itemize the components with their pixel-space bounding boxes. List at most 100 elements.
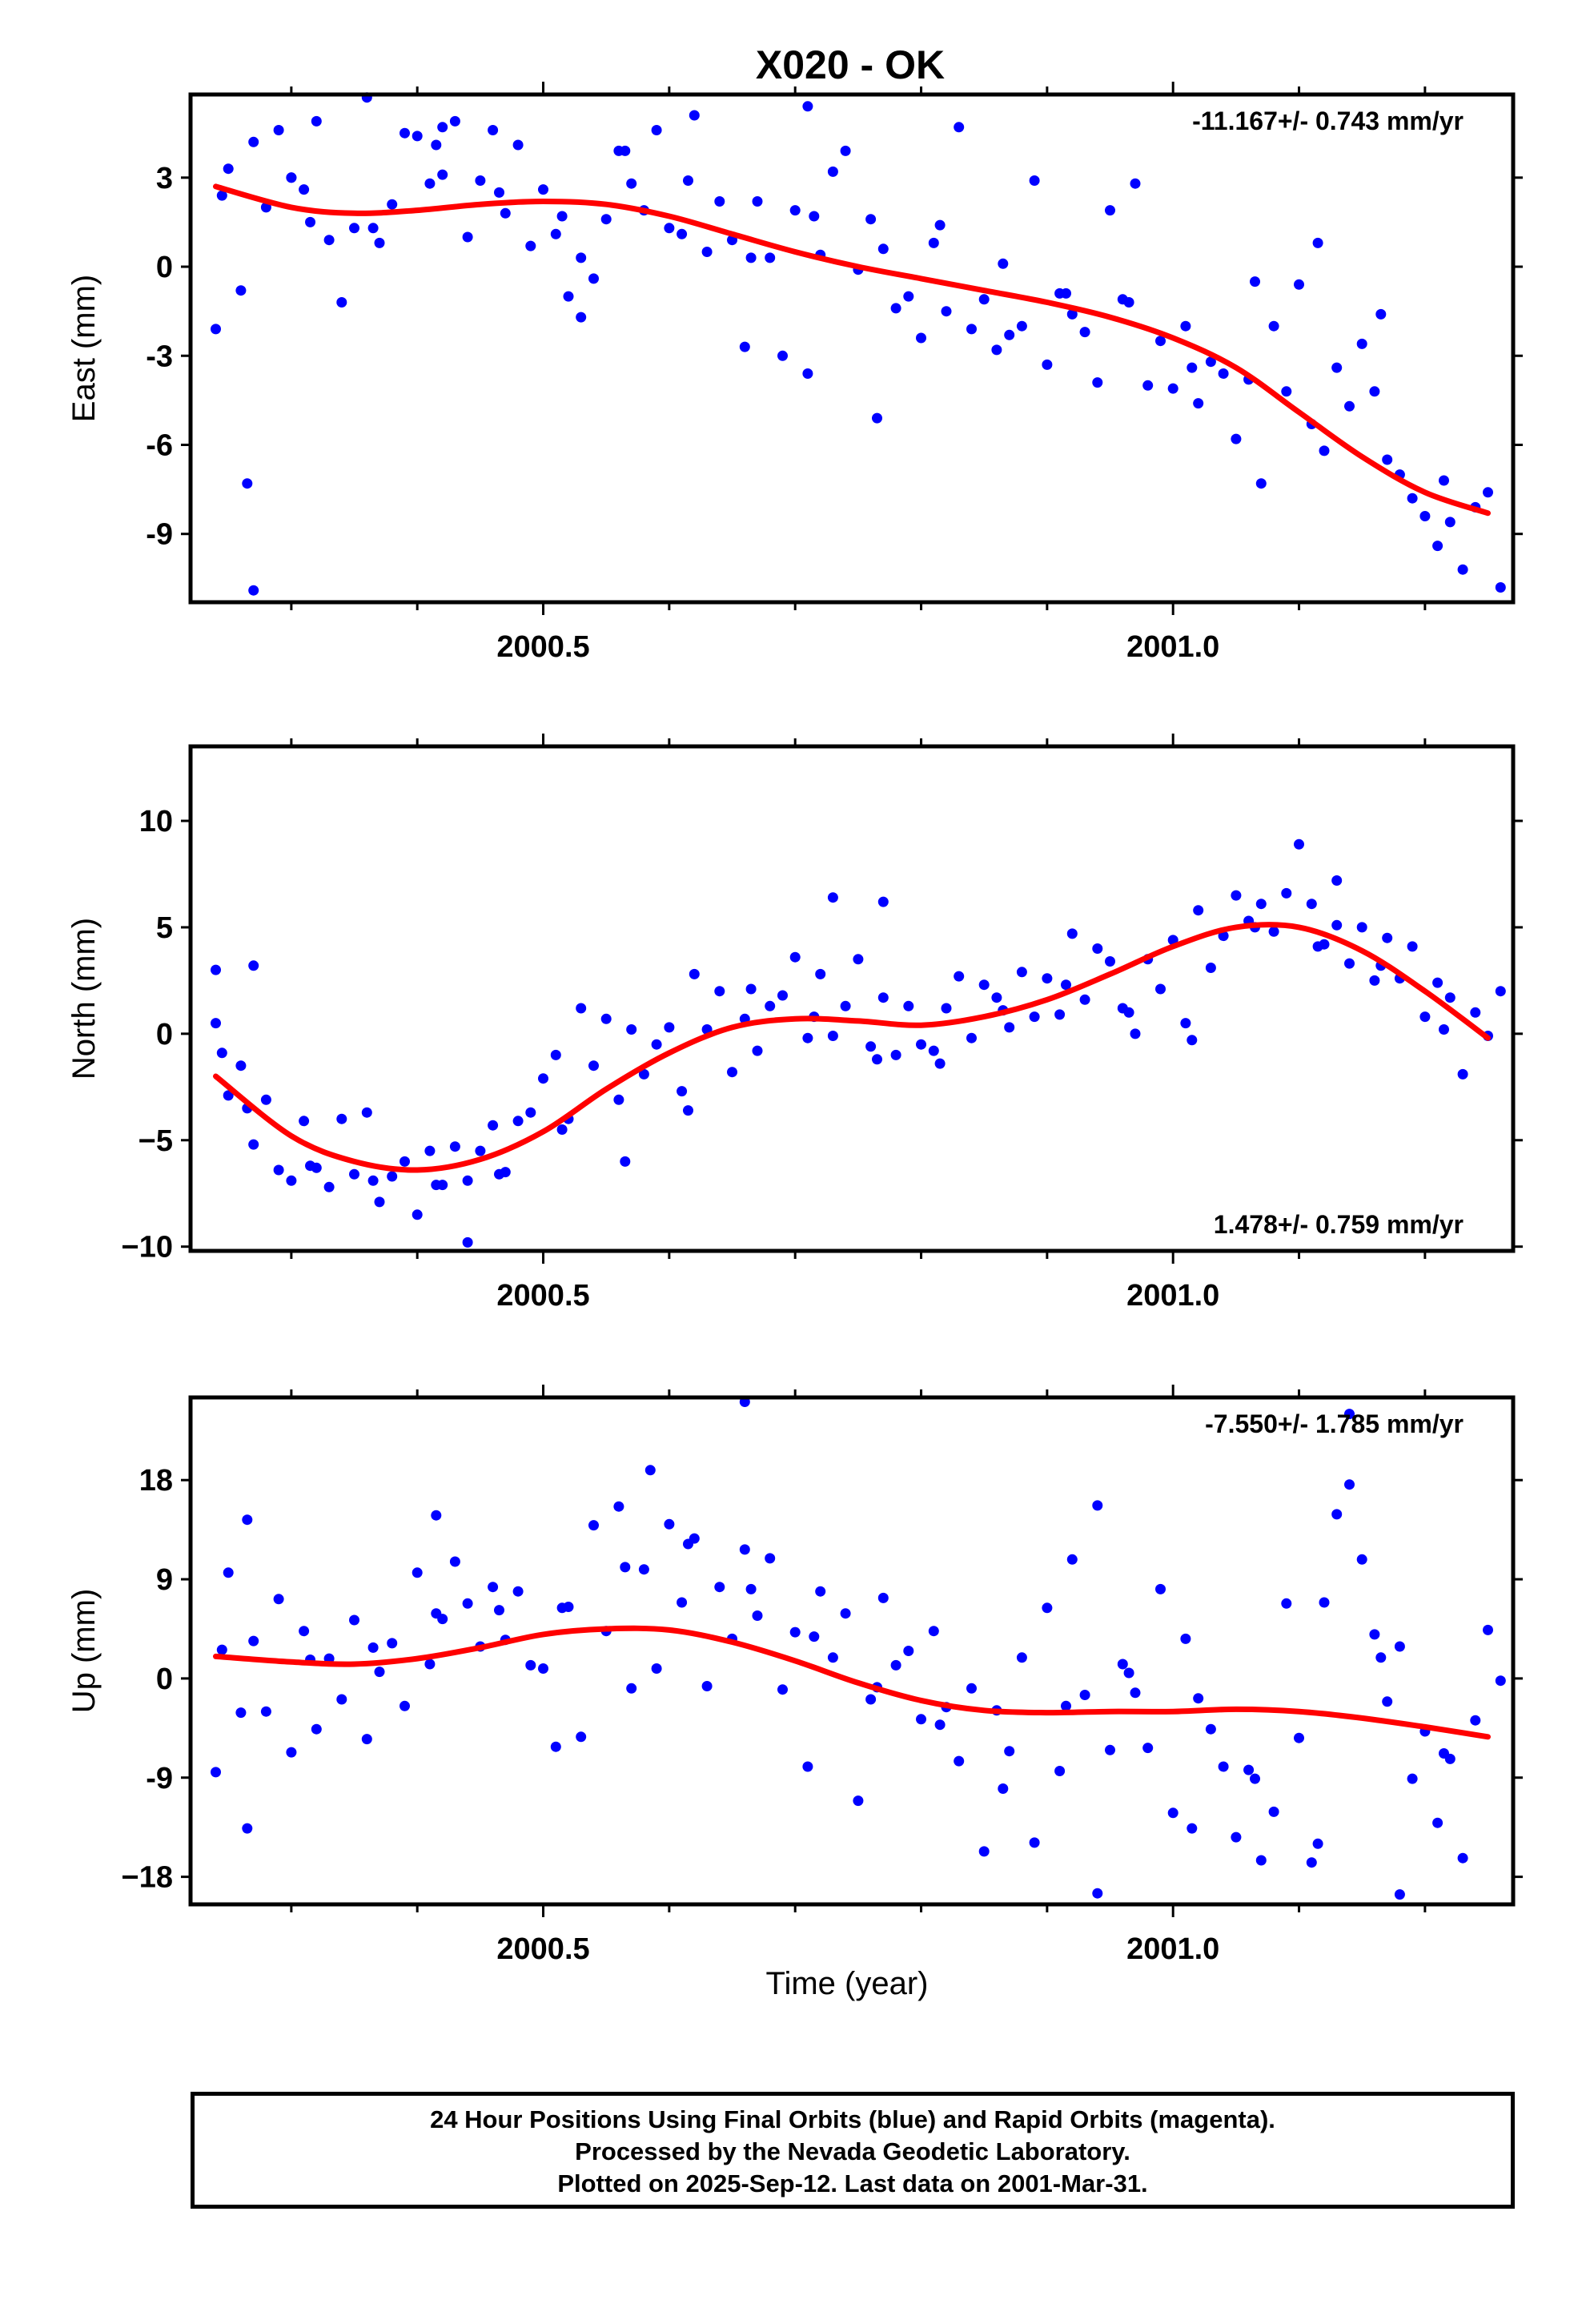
north-data-point	[683, 1105, 693, 1116]
north-data-point	[1231, 890, 1242, 901]
east-data-point	[563, 291, 574, 302]
up-data-point	[683, 1538, 693, 1550]
north-data-point	[877, 992, 889, 1003]
north-data-point	[538, 1073, 548, 1084]
east-data-point	[367, 223, 379, 234]
east-data-point	[576, 312, 587, 323]
north-data-point	[556, 1124, 568, 1135]
east-y-tick-label: -6	[146, 428, 173, 462]
north-data-point	[367, 1175, 379, 1186]
north-y-tick-label: 0	[156, 1018, 173, 1051]
north-data-point	[1356, 922, 1367, 933]
north-data-point	[802, 1032, 813, 1043]
north-data-point	[1186, 1035, 1198, 1046]
up-y-tick-label: −18	[122, 1861, 173, 1895]
north-data-point	[1369, 975, 1380, 986]
east-data-point	[1255, 478, 1267, 489]
north-data-point	[651, 1039, 662, 1050]
east-data-point	[576, 252, 587, 263]
up-y-axis-label: Up (mm)	[66, 1589, 102, 1714]
up-data-point	[701, 1681, 713, 1691]
east-data-point	[556, 211, 568, 222]
east-data-point	[903, 291, 914, 302]
up-data-point	[978, 1846, 990, 1857]
north-data-point	[374, 1196, 385, 1208]
north-data-point	[550, 1049, 561, 1060]
north-data-point	[1130, 1028, 1141, 1039]
up-data-point	[1061, 1700, 1071, 1711]
east-plot-frame	[188, 92, 1516, 605]
up-data-point	[1344, 1479, 1355, 1490]
east-data-point	[1407, 493, 1418, 504]
north-data-point	[600, 1013, 612, 1024]
up-data-point	[815, 1586, 826, 1597]
north-data-point	[588, 1060, 599, 1072]
north-data-point	[361, 1107, 372, 1118]
east-data-point	[1193, 398, 1204, 409]
north-data-point	[1255, 899, 1267, 910]
up-data-point	[1375, 1652, 1387, 1663]
east-y-tick-label: -3	[146, 340, 173, 373]
north-data-point	[260, 1094, 271, 1105]
up-data-point	[242, 1823, 253, 1834]
north-data-point	[512, 1116, 524, 1127]
east-panel: 3 0 -3 -6 -9 2000.5 2001.0 East (mm) -11.167+/- …	[66, 82, 1523, 664]
east-data-point	[701, 247, 713, 257]
east-data-point	[1483, 487, 1493, 498]
up-data-point	[588, 1520, 599, 1531]
north-data-point	[1180, 1018, 1191, 1029]
footer-line-1: 24 Hour Positions Using Final Orbits (bl…	[430, 2105, 1275, 2133]
north-data-point	[235, 1060, 247, 1072]
up-data-point	[412, 1567, 423, 1578]
north-panel: 10 5 0 −5 −10 2000.5 2001.0 North (mm) 1.478+/- …	[66, 734, 1523, 1313]
north-data-point	[248, 1139, 259, 1150]
up-data-point	[840, 1608, 851, 1619]
north-data-point	[840, 1000, 851, 1011]
up-data-point	[765, 1553, 776, 1564]
north-data-point	[1123, 1007, 1134, 1018]
north-data-point	[877, 896, 889, 907]
east-data-point	[1457, 564, 1468, 575]
up-panel: 18 9 0 -9 −18 2000.5 2001.0 Up (mm) -7.550+/- 1.…	[66, 1385, 1523, 1966]
north-points	[211, 838, 1506, 1248]
north-data-point	[853, 954, 864, 965]
up-data-point	[1268, 1806, 1279, 1817]
up-data-point	[525, 1659, 536, 1671]
east-fit-curve	[213, 183, 1491, 517]
up-data-point	[1193, 1693, 1204, 1704]
east-data-point	[1369, 386, 1380, 397]
up-data-point	[777, 1684, 788, 1695]
east-data-point	[966, 324, 977, 335]
up-plot-frame	[188, 1395, 1516, 1907]
up-data-point	[1105, 1744, 1115, 1755]
east-x-tick-label: 2000.5	[496, 630, 589, 664]
up-data-point	[235, 1707, 247, 1719]
north-data-point	[449, 1141, 460, 1152]
footer-line-3: Plotted on 2025-Sep-12. Last data on 200…	[557, 2169, 1148, 2197]
north-data-point	[1066, 928, 1078, 939]
east-data-point	[991, 344, 1002, 356]
up-data-point	[1356, 1554, 1367, 1565]
north-data-point	[638, 1068, 649, 1080]
east-data-point	[664, 223, 675, 234]
east-data-point	[248, 136, 259, 147]
east-data-point	[248, 585, 259, 596]
up-data-point	[299, 1626, 310, 1637]
north-data-point	[1205, 963, 1216, 973]
up-data-point	[242, 1514, 253, 1526]
east-data-point	[954, 122, 965, 133]
up-data-point	[1439, 1748, 1449, 1759]
east-data-point	[488, 125, 499, 135]
east-data-point	[449, 115, 460, 127]
up-data-point	[1394, 1641, 1405, 1652]
up-data-point	[488, 1582, 499, 1593]
up-data-point	[431, 1510, 442, 1521]
north-y-axis-label: North (mm)	[66, 918, 102, 1080]
north-data-point	[664, 1022, 675, 1033]
north-data-point	[1268, 926, 1279, 937]
up-data-point	[903, 1646, 914, 1656]
north-data-point	[299, 1116, 310, 1127]
east-data-point	[1066, 308, 1078, 320]
up-data-point	[1294, 1732, 1304, 1743]
north-y-tick-label: 10	[139, 805, 173, 838]
